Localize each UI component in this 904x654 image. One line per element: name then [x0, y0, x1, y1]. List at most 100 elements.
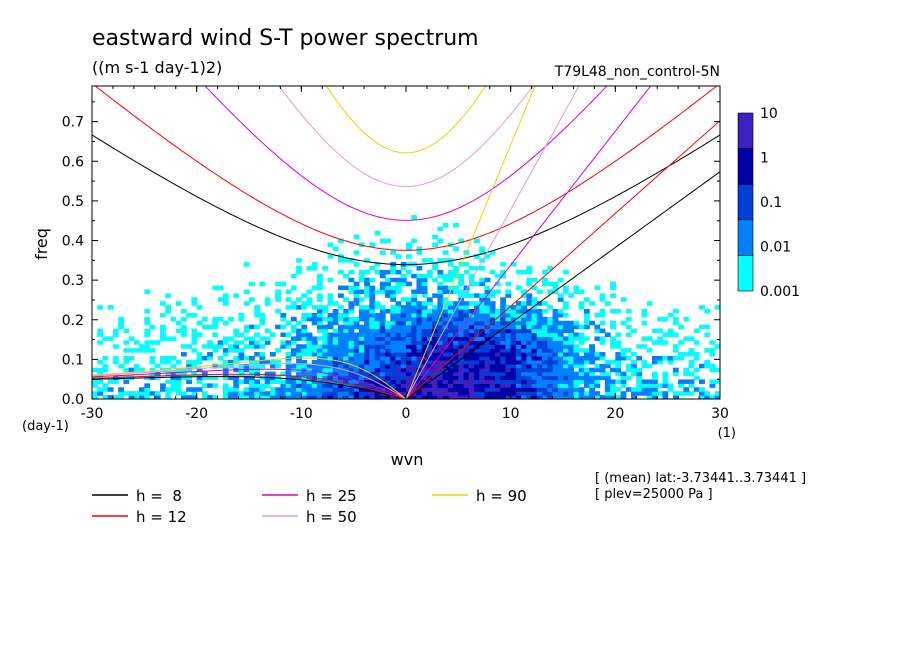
heatmap-cell — [620, 297, 627, 302]
heatmap-cell — [353, 387, 360, 392]
heatmap-cell — [437, 309, 444, 314]
heatmap-cell — [243, 395, 250, 399]
heatmap-cell — [442, 336, 449, 341]
heatmap-cell — [563, 387, 569, 392]
heatmap-cell — [557, 363, 564, 369]
heatmap-cell — [453, 355, 459, 361]
heatmap-cell — [463, 359, 470, 365]
heatmap-cell — [573, 379, 580, 384]
heatmap-cell — [542, 324, 548, 330]
heatmap-cell — [411, 352, 418, 357]
heatmap-cell — [400, 332, 407, 337]
heatmap-cell — [191, 391, 198, 396]
heatmap-cell — [542, 352, 548, 357]
heatmap-cell — [421, 387, 428, 392]
heatmap-cell — [217, 297, 224, 302]
heatmap-cell — [301, 324, 308, 330]
heatmap-cell — [542, 387, 548, 392]
heatmap-cell — [437, 375, 444, 381]
heatmap-cell — [406, 242, 412, 248]
heatmap-cell — [406, 336, 412, 341]
heatmap-cell — [358, 348, 365, 353]
heatmap-cell — [500, 395, 507, 399]
heatmap-cell — [573, 332, 580, 337]
heatmap-cell — [620, 355, 627, 361]
heatmap-cell — [317, 352, 323, 357]
heatmap-cell — [526, 387, 533, 392]
heatmap-cell — [133, 391, 140, 396]
heatmap-cell — [636, 391, 643, 396]
heatmap-cell — [568, 375, 575, 381]
heatmap-cell — [620, 371, 627, 377]
heatmap-cell — [536, 352, 543, 357]
heatmap-cell — [390, 340, 397, 345]
heatmap-cell — [547, 383, 554, 388]
heatmap-cell — [662, 371, 669, 377]
heatmap-cell — [154, 391, 161, 396]
heatmap-cell — [563, 379, 569, 384]
heatmap-cell — [542, 383, 548, 388]
heatmap-cell — [631, 391, 637, 396]
heatmap-cell — [254, 340, 261, 345]
heatmap-cell — [400, 340, 407, 345]
heatmap-cell — [343, 285, 350, 291]
heatmap-cell — [290, 324, 297, 330]
heatmap-cell — [458, 367, 465, 373]
heatmap-cell — [306, 336, 313, 341]
heatmap-cell — [343, 355, 350, 361]
heatmap-cell — [364, 258, 370, 263]
heatmap-cell — [625, 348, 632, 353]
heatmap-cell — [552, 336, 559, 341]
heatmap-cell — [505, 312, 512, 318]
heatmap-cell — [390, 250, 397, 255]
heatmap-cell — [285, 297, 292, 302]
heatmap-cell — [406, 269, 412, 275]
heatmap-cell — [364, 379, 370, 384]
heatmap-cell — [348, 395, 355, 399]
heatmap-cell — [311, 285, 318, 291]
heatmap-cell — [484, 352, 491, 357]
heatmap-cell — [447, 316, 454, 322]
heatmap-cell — [358, 387, 365, 392]
heatmap-cell — [353, 281, 360, 287]
heatmap-cell — [385, 320, 391, 326]
heatmap-cell — [442, 250, 449, 255]
dispersion-curve-h8-gravity — [92, 134, 720, 266]
heatmap-cell — [416, 246, 423, 251]
heatmap-cell — [390, 371, 397, 377]
heatmap-cell — [479, 297, 486, 302]
heatmap-cell — [358, 367, 365, 373]
heatmap-cell — [128, 367, 135, 373]
heatmap-cell — [285, 379, 292, 384]
heatmap-cell — [348, 332, 355, 337]
heatmap-cell — [526, 312, 533, 318]
heatmap-cell — [301, 344, 308, 349]
heatmap-cell — [379, 344, 386, 349]
heatmap-cell — [432, 305, 438, 310]
heatmap-cell — [165, 387, 172, 392]
heatmap-cell — [275, 281, 281, 287]
heatmap-cell — [364, 281, 370, 287]
heatmap-cell — [175, 383, 182, 388]
heatmap-cell — [563, 285, 569, 291]
heatmap-cell — [364, 289, 370, 294]
heatmap-cell — [180, 309, 187, 314]
heatmap-cell — [484, 309, 491, 314]
heatmap-cell — [458, 328, 465, 334]
heatmap-cell — [385, 324, 391, 330]
heatmap-cell — [468, 293, 475, 298]
heatmap-cell — [222, 340, 229, 345]
heatmap-cell — [432, 336, 438, 341]
heatmap-cell — [228, 316, 234, 322]
heatmap-cell — [358, 336, 365, 341]
heatmap-cell — [311, 262, 318, 267]
heatmap-cell — [447, 285, 454, 291]
heatmap-cell — [327, 395, 334, 399]
heatmap-cell — [364, 324, 370, 330]
heatmap-cell — [610, 309, 616, 314]
heatmap-cell — [175, 375, 182, 381]
heatmap-cell — [374, 379, 381, 384]
heatmap-cell — [515, 387, 522, 392]
heatmap-cell — [348, 328, 355, 334]
heatmap-cell — [275, 324, 281, 330]
